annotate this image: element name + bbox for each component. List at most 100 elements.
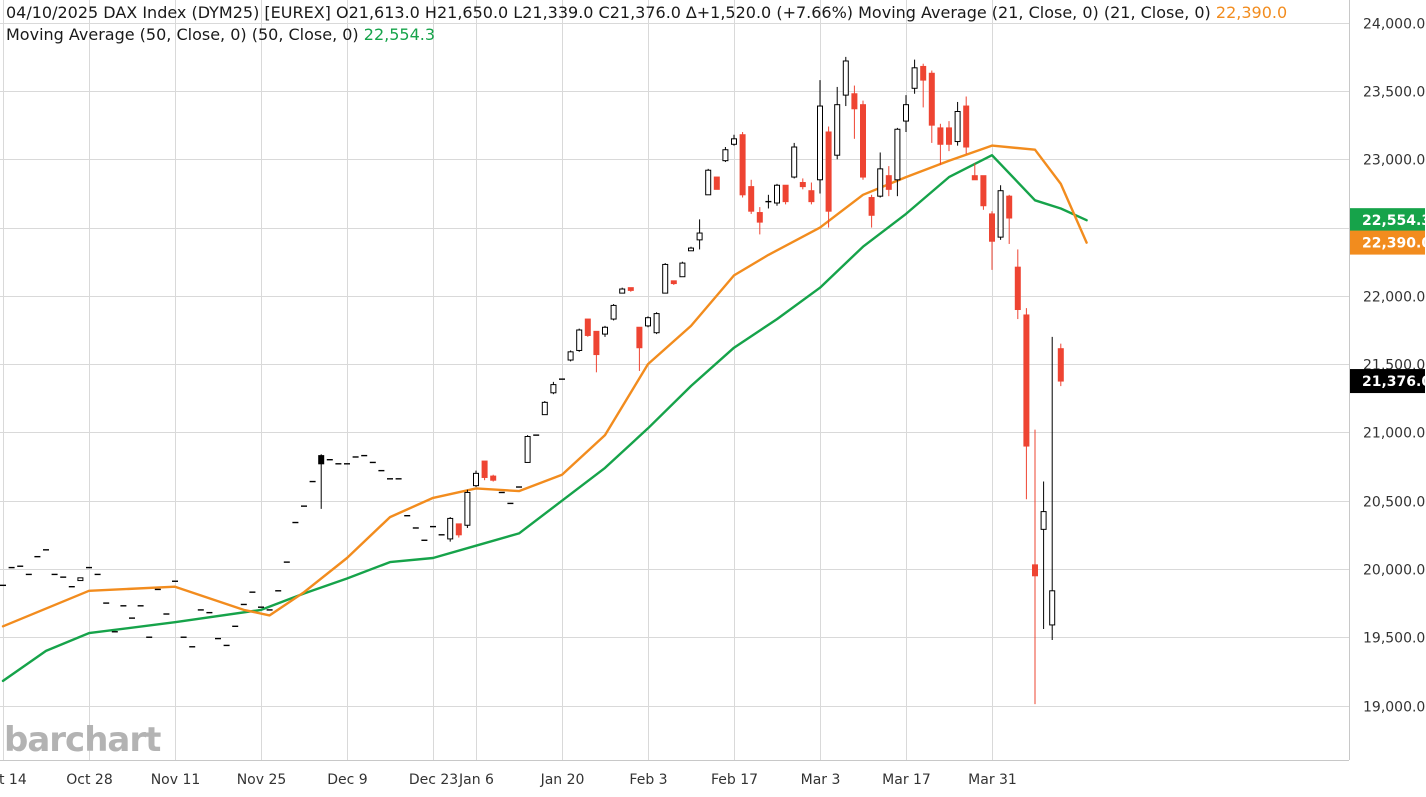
- candle-body: [739, 134, 746, 196]
- candle-body: [464, 491, 471, 526]
- y-tick-label: 19,500.0: [1363, 631, 1425, 647]
- candle-body: [997, 190, 1004, 238]
- x-tick-label: Oct 28: [66, 772, 112, 788]
- candle-body: [455, 523, 462, 536]
- candle: [584, 318, 591, 337]
- x-tick-label: Dec 23: [409, 772, 458, 788]
- ma50-line: [1, 154, 1088, 683]
- candle-body: [1006, 195, 1013, 219]
- candle: [1014, 249, 1021, 320]
- ma50-value: 22,554.3: [363, 25, 436, 44]
- x-tick-label: Nov 11: [151, 772, 201, 788]
- candle: [713, 176, 720, 190]
- candle-body: [1057, 348, 1064, 382]
- candle-body: [447, 517, 454, 540]
- candle: [937, 123, 944, 165]
- ma21-layer: [1, 144, 1088, 628]
- candle: [1023, 308, 1030, 500]
- candle: [541, 400, 548, 416]
- candle: [834, 86, 841, 160]
- y-tick-label: 19,000.0: [1363, 700, 1425, 716]
- candle-body: [627, 287, 634, 291]
- candle-body: [77, 577, 84, 582]
- candle-body: [722, 149, 729, 162]
- quote-summary: 04/10/2025 DAX Index (DYM25) [EUREX] O21…: [6, 3, 1211, 22]
- candle-body: [817, 105, 823, 181]
- candle-body: [1040, 511, 1047, 530]
- last-value-tags: 22,554.3 22,390.0 21,376.0: [1350, 208, 1426, 394]
- candle: [825, 126, 832, 228]
- candle: [481, 460, 488, 481]
- candle-body: [774, 184, 780, 204]
- candle-body: [1049, 590, 1056, 626]
- candle: [885, 166, 892, 197]
- candle: [688, 246, 694, 252]
- candle: [963, 96, 970, 154]
- candle-body: [481, 460, 488, 478]
- candle-body: [868, 197, 875, 216]
- candle: [722, 147, 729, 163]
- candle: [602, 325, 608, 337]
- last-value-tag: 22,554.3: [1350, 208, 1426, 233]
- candle-body: [980, 175, 987, 207]
- candle: [731, 134, 737, 146]
- candle: [318, 454, 325, 509]
- candle-body: [1023, 314, 1030, 447]
- ma21-line: [1, 144, 1088, 628]
- chart-header-line2: Moving Average (50, Close, 0) (50, Close…: [6, 25, 435, 44]
- candle: [954, 101, 961, 146]
- candle-body: [576, 329, 583, 351]
- candle-body: [653, 313, 660, 334]
- candle-body: [963, 105, 970, 148]
- candle: [490, 474, 497, 482]
- candle: [1006, 194, 1013, 244]
- candle: [77, 577, 84, 582]
- candle-body: [524, 435, 531, 463]
- candle: [636, 326, 643, 371]
- candle-body: [602, 326, 608, 335]
- x-tick-label: Dec 9: [327, 772, 367, 788]
- last-value-tag-text: 22,554.3: [1362, 213, 1426, 229]
- candle-body: [610, 304, 617, 320]
- candle: [997, 185, 1004, 240]
- x-tick-label: Oct 14: [0, 772, 27, 788]
- candle: [627, 287, 634, 292]
- candle-body: [834, 104, 841, 156]
- x-tick-label: Feb 17: [711, 772, 758, 788]
- candle-body: [903, 104, 909, 122]
- x-tick-label: Mar 31: [968, 772, 1017, 788]
- candle-body: [946, 127, 952, 145]
- candle-body: [877, 168, 884, 197]
- candle-body: [713, 176, 720, 190]
- candle: [567, 350, 574, 362]
- y-tick-label: 20,500.0: [1363, 495, 1425, 511]
- candle-body: [318, 455, 325, 465]
- candle: [739, 131, 746, 198]
- candle-body: [756, 212, 763, 223]
- candle: [808, 182, 815, 205]
- candle-body: [731, 138, 737, 145]
- last-value-tag-bg: [1350, 230, 1425, 255]
- candle: [610, 304, 617, 321]
- candle: [455, 523, 462, 538]
- candle: [645, 316, 651, 328]
- candle: [980, 175, 987, 210]
- candle: [946, 121, 952, 152]
- candle-body: [550, 384, 557, 394]
- y-tick-label: 20,000.0: [1363, 563, 1425, 579]
- candle-body: [799, 182, 806, 188]
- y-tick-label: 22,000.0: [1363, 290, 1425, 306]
- candle: [619, 287, 626, 294]
- x-tick-label: Mar 17: [882, 772, 931, 788]
- candle: [989, 211, 995, 270]
- chart-header-line1: 04/10/2025 DAX Index (DYM25) [EUREX] O21…: [6, 3, 1287, 22]
- candle: [473, 470, 479, 488]
- candle-body: [954, 111, 961, 143]
- candle-body: [541, 401, 548, 416]
- candle-body: [791, 146, 798, 178]
- candle: [1032, 429, 1038, 705]
- candle-body: [584, 318, 591, 336]
